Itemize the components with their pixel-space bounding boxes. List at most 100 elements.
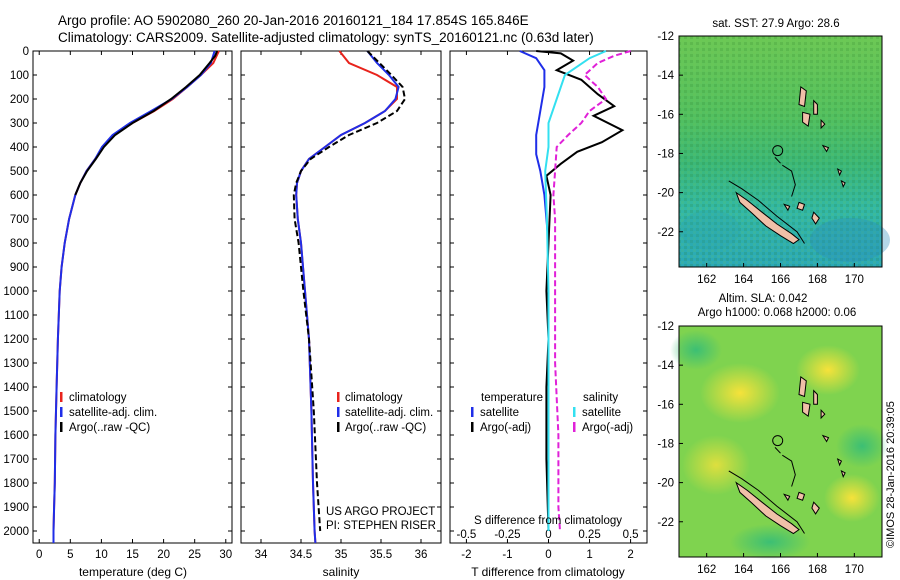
legend-swatch-argo [337,422,340,432]
sla-cool-patch [670,330,722,370]
legend-swatch-temp-satellite [471,407,474,417]
series-line-temperature-satellite [519,50,550,244]
x-tick-label: 2 [627,549,633,561]
sla-argo-marker [772,435,784,447]
y-tick-label: 200 [10,94,29,106]
map-x-tick-label: 166 [771,564,790,576]
s-tick-label: 0.25 [578,529,600,541]
sst-map: sat. SST: 27.9 Argo: 28.6 162 164 166 168 17… [657,18,890,286]
legend-swatch-climatology [337,392,340,402]
land-polygon [836,458,843,467]
map-x-tick-label: 166 [771,274,790,286]
header-line-2: Climatology: CARS2009. Satellite-adjuste… [58,30,594,45]
reef-outline [782,164,796,197]
map-y-tick-label: -22 [657,517,674,529]
land-polygon [783,203,791,212]
difference-x-axis: -2 -1 0 1 2 [461,51,634,561]
y-tick-label: 1500 [3,406,29,418]
land-polygon [840,469,846,479]
y-tick-label: 1100 [4,310,29,322]
y-tick-label: 1200 [3,334,29,346]
difference-y-ticks [450,50,647,532]
s-tick-label: 0.5 [623,529,639,541]
x-tick-label: 5 [67,549,73,561]
land-polygon [820,118,826,130]
x-tick-label: 35 [335,549,348,561]
project-annotation: US ARGO PROJECT [326,506,435,518]
s-tick-label: -0.5 [457,529,477,541]
map-y-tick-label: -18 [657,148,674,160]
y-tick-label: 1900 [3,502,29,514]
map-x-tick-label: 162 [697,564,716,576]
temperature-panel: 0100200300400500600700800900100011001200… [3,46,233,579]
series-line-argo-raw-qc- [74,50,219,196]
map-y-tick-label: -14 [657,70,674,82]
legend-label-climatology: climatology [345,392,403,404]
land-polygon [813,99,818,115]
land-polygon [813,389,818,405]
y-tick-label: 400 [10,142,29,154]
sla-warm-patch [700,363,780,423]
x-tick-label: 25 [188,549,201,561]
salinity-legend: climatology satellite-adj. clim. Argo(..… [337,392,433,434]
legend-label-sal-satellite: satellite [582,407,621,419]
legend-label-argo: Argo(..raw -QC) [69,422,150,434]
x-tick-label: 34.5 [290,549,312,561]
series-line-argo-raw-qc- [292,50,407,532]
y-tick-label: 1800 [3,478,29,490]
land-polygon [735,191,800,245]
land-polygon [811,501,820,515]
sla-map-axes: 162 164 166 168 170 -12 -14 -16 -18 -20 -22 [657,321,864,576]
map-y-tick-label: -12 [657,31,674,43]
land-polygon [796,491,806,501]
x-tick-label: 15 [126,549,139,561]
legend-label-climatology: climatology [69,392,127,404]
sla-warm-patch [682,435,750,495]
legend-swatch-temp-argo [471,422,474,432]
imos-watermark: ©IMOS 28-Jan-2016 20:39:05 [885,401,897,548]
land-polygon [735,481,800,535]
legend-label-temp-satellite: satellite [480,407,519,419]
y-tick-label: 1600 [3,430,29,442]
s-tick-label: 0 [545,529,551,541]
y-tick-label: 2000 [3,526,29,538]
header-line-1: Argo profile: AO 5902080_260 20-Jan-2016… [58,13,529,28]
temperature-frame [32,50,233,544]
x-tick-label: 10 [95,549,108,561]
sst-cool-patch [810,218,890,262]
sst-land [728,85,846,245]
x-tick-label: 20 [157,549,170,561]
map-y-tick-label: -16 [657,399,674,411]
x-tick-label: 34 [255,549,268,561]
map-y-tick-label: -14 [657,360,674,372]
land-polygon [811,211,820,225]
legend-label-argo: Argo(..raw -QC) [345,422,426,434]
s-tick-label: -0.25 [494,529,520,541]
y-tick-label: 600 [10,190,29,202]
temperature-series [52,50,220,543]
y-tick-label: 1300 [3,358,29,370]
sla-map: Altim. SLA: 0.042 Argo h1000: 0.068 h200… [657,293,888,576]
map-x-tick-label: 162 [697,274,716,286]
series-line-salinity-satellite [544,50,607,531]
land-polygon [802,111,811,127]
temperature-y-axis: 0 100 200 300 400 500 600 700 800 900 1000 1100 1200… [3,46,232,538]
reef-outline [728,180,805,244]
map-y-tick-label: -20 [657,478,674,490]
land-polygon [783,493,791,502]
map-x-tick-label: 164 [734,274,754,286]
series-line-satellite-adj-clim- [295,50,400,544]
land-polygon [821,144,830,153]
x-tick-label: 36 [415,549,428,561]
y-tick-label: 500 [10,166,29,178]
salinity-xlabel: salinity [323,565,360,579]
y-tick-label: 1000 [3,286,29,298]
x-tick-label: -1 [502,549,512,561]
y-tick-label: 900 [10,262,29,274]
difference-panel: -2 -1 0 1 2 -0.5 -0.25 0 0.25 0.5 S difference f… [449,50,648,579]
legend-label-temp-argo: Argo(-adj) [480,422,531,434]
x-tick-label: 35.5 [370,549,392,561]
x-tick-label: 1 [586,549,592,561]
reef-outline [728,470,805,534]
t-difference-label: T difference from climatology [471,565,625,579]
